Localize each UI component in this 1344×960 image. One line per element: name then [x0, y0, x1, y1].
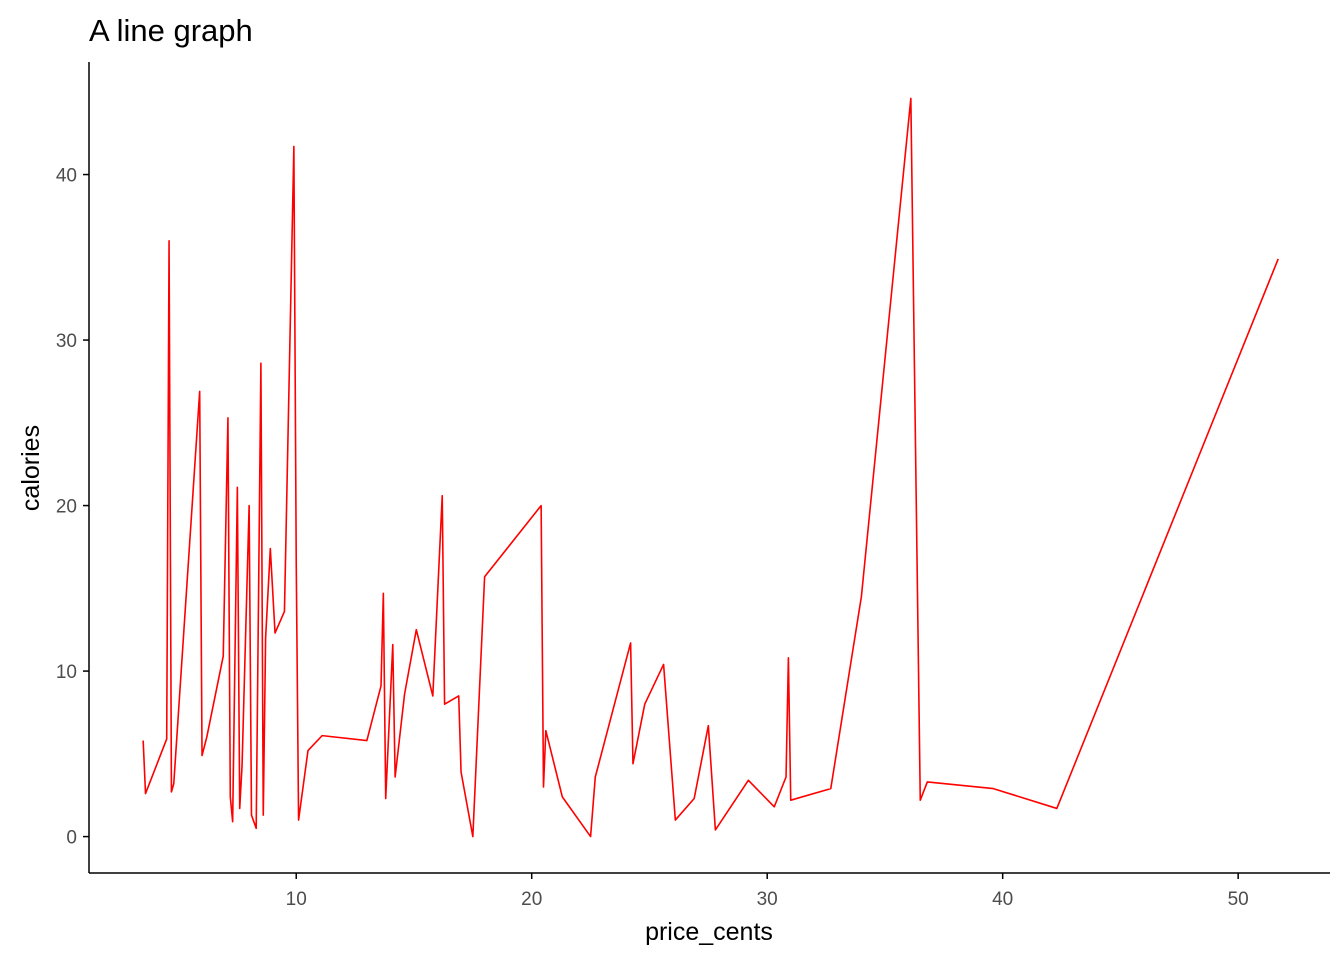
plot-area [142, 97, 1279, 838]
y-tick-label: 0 [66, 828, 77, 849]
x-tick-label: 50 [1228, 889, 1249, 910]
x-axis-title: price_cents [645, 918, 773, 946]
y-tick-label: 10 [56, 662, 77, 683]
y-tick-label: 20 [56, 497, 77, 518]
x-tick-label: 30 [757, 889, 778, 910]
y-tick-label: 30 [56, 331, 77, 352]
chart-title: A line graph [89, 13, 253, 48]
y-axis-title: calories [17, 425, 45, 511]
x-tick-label: 10 [286, 889, 307, 910]
y-axis-ticks: 0 10 20 30 40 [56, 166, 89, 849]
y-tick-label: 40 [56, 166, 77, 187]
x-tick-label: 40 [992, 889, 1013, 910]
x-tick-label: 20 [521, 889, 542, 910]
x-axis-ticks: 10 20 30 40 50 [286, 873, 1249, 910]
data-series-line [142, 97, 1279, 838]
